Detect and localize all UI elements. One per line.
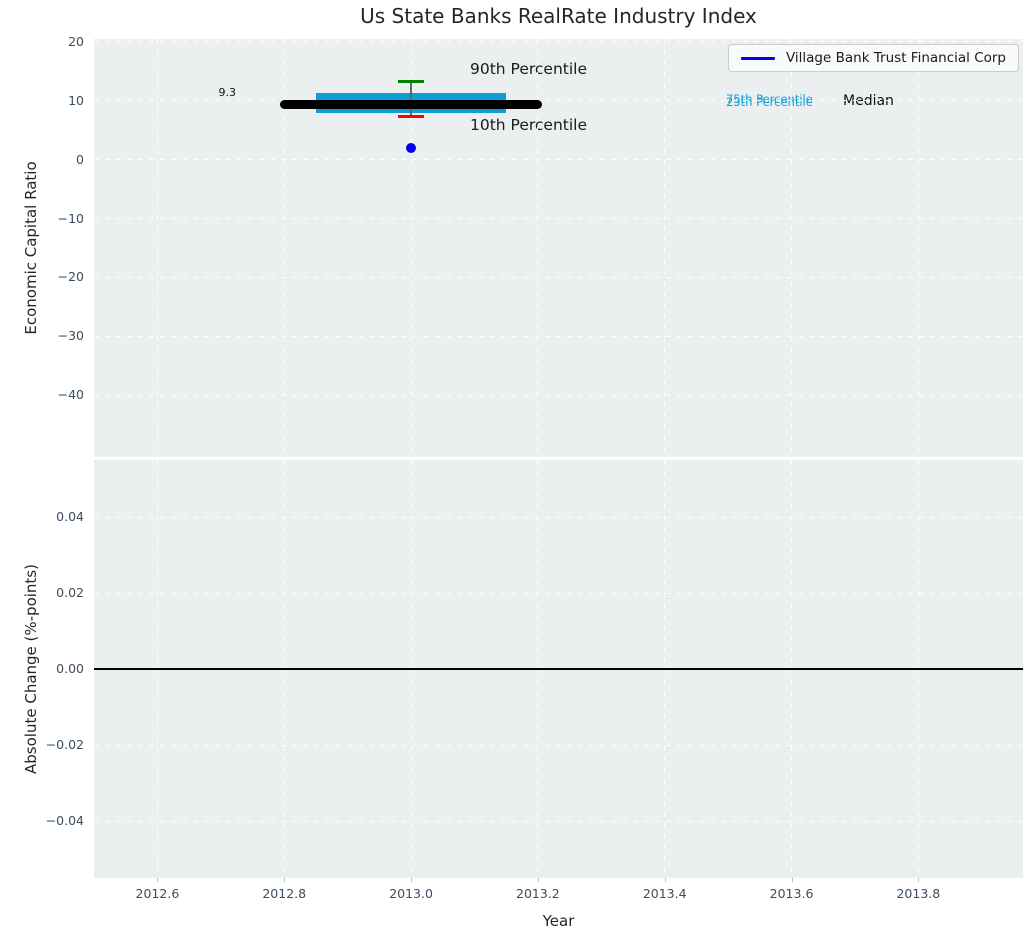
x-tick-label: 2013.2	[516, 886, 560, 901]
vertical-gridline	[537, 39, 539, 457]
vertical-gridline	[410, 39, 412, 457]
p10-annotation: 10th Percentile	[470, 116, 588, 134]
y-tick-label: −0.04	[45, 813, 84, 828]
y-tick-label: 0.04	[56, 509, 84, 524]
x-tick-mark	[157, 878, 159, 882]
legend-box: Village Bank Trust Financial Corp	[727, 44, 1019, 72]
x-tick-mark	[664, 878, 666, 882]
vertical-gridline	[283, 39, 285, 457]
top-axes-economic-capital-ratio: 9.3 90th Percentile 10th Percentile 75th…	[94, 39, 1023, 457]
x-tick-mark	[284, 878, 286, 882]
horizontal-gridline	[94, 41, 1023, 43]
y-tick-label: −0.02	[45, 737, 84, 752]
median-value-annotation: 9.3	[218, 86, 237, 99]
company-value-point	[406, 142, 417, 153]
horizontal-gridline	[94, 744, 1023, 746]
y-axis-label-top: Economic Capital Ratio	[22, 161, 40, 335]
y-tick-label: −20	[57, 269, 84, 285]
legend-line-sample	[740, 56, 775, 60]
x-tick-mark	[791, 878, 793, 882]
horizontal-gridline	[94, 100, 1023, 102]
p25-annotation: 25th Percentile	[726, 95, 813, 109]
chart-title: Us State Banks RealRate Industry Index	[360, 4, 757, 28]
horizontal-gridline	[94, 820, 1023, 822]
y-tick-label: 0	[76, 151, 84, 167]
x-tick-label: 2012.6	[135, 886, 180, 901]
legend-series-label: Village Bank Trust Financial Corp	[785, 50, 1006, 66]
x-axis-label: Year	[542, 912, 575, 930]
median-text-annotation: Median	[843, 93, 894, 109]
horizontal-gridline	[94, 335, 1023, 337]
x-tick-mark	[411, 878, 413, 882]
horizontal-gridline	[94, 516, 1023, 518]
whisker-line	[410, 81, 412, 117]
horizontal-gridline	[94, 394, 1023, 396]
y-tick-label: 20	[68, 33, 84, 49]
p90-cap	[398, 80, 424, 84]
median-line	[280, 100, 542, 110]
y-tick-label: 10	[68, 92, 84, 108]
horizontal-gridline	[94, 276, 1023, 278]
y-tick-label: −40	[57, 387, 84, 403]
vertical-gridline	[664, 39, 666, 457]
p10-cap	[398, 115, 424, 119]
x-tick-label: 2013.0	[389, 886, 433, 901]
y-tick-label: −30	[57, 328, 84, 344]
zero-line	[94, 668, 1023, 670]
horizontal-gridline	[94, 218, 1023, 220]
vertical-gridline	[917, 39, 919, 457]
x-tick-label: 2013.8	[896, 886, 941, 901]
horizontal-gridline	[94, 592, 1023, 594]
y-tick-label: 0.02	[56, 585, 84, 600]
x-tick-label: 2012.8	[262, 886, 307, 901]
x-tick-label: 2013.4	[642, 886, 687, 901]
x-tick-label: 2013.6	[769, 886, 814, 901]
vertical-gridline	[791, 39, 793, 457]
y-tick-label: 0.00	[56, 661, 84, 676]
x-tick-mark	[918, 878, 920, 882]
p90-annotation: 90th Percentile	[470, 60, 588, 78]
y-tick-label: −10	[57, 210, 84, 226]
horizontal-gridline	[94, 159, 1023, 161]
x-tick-mark	[537, 878, 539, 882]
bottom-axes-absolute-change	[94, 460, 1023, 878]
vertical-gridline	[156, 39, 158, 457]
